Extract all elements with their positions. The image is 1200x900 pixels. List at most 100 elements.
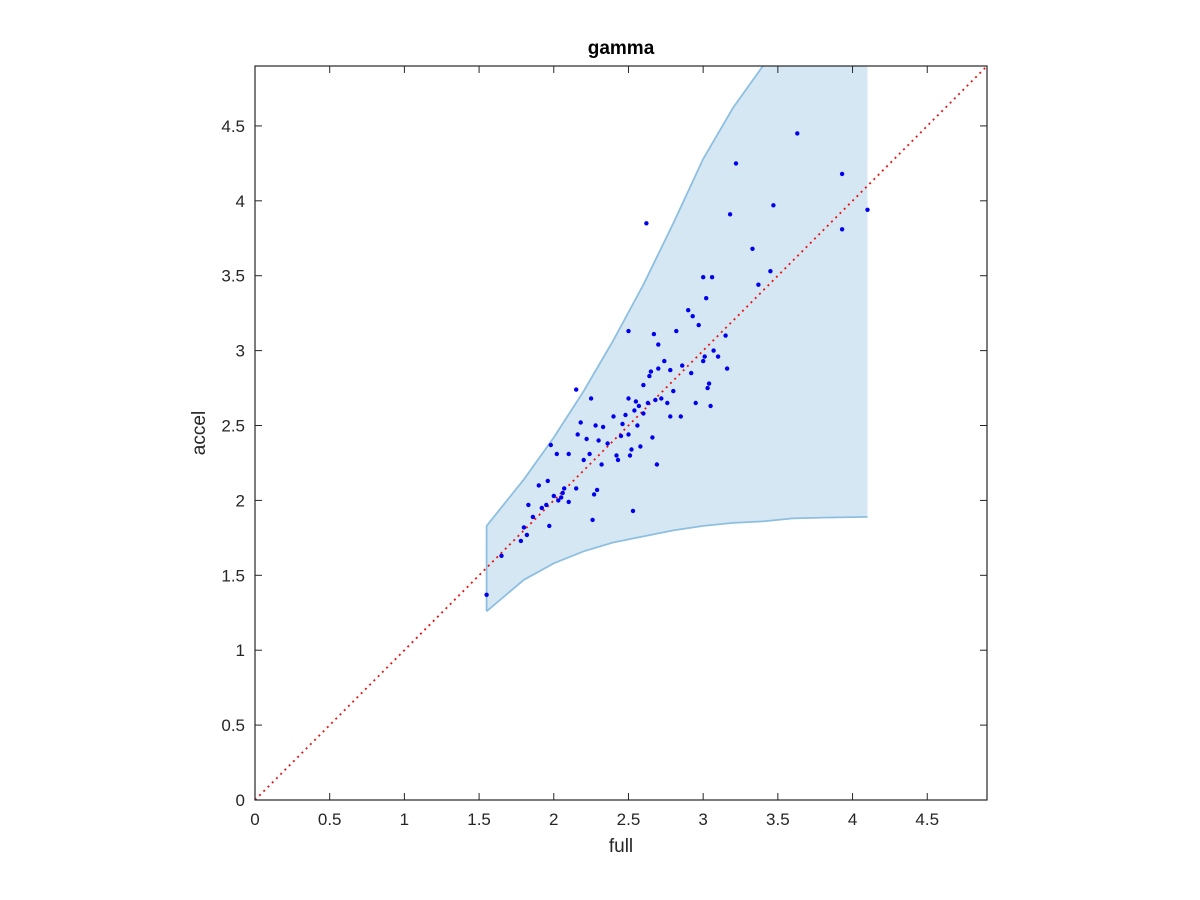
data-point — [547, 523, 552, 529]
data-point — [618, 433, 624, 439]
prediction-band — [486, 66, 868, 612]
data-point — [696, 322, 701, 328]
data-point — [635, 423, 640, 428]
data-point — [587, 451, 592, 457]
data-point — [518, 538, 524, 544]
data-point — [605, 441, 610, 446]
data-point — [701, 358, 706, 364]
data-point — [653, 397, 658, 403]
data-point — [727, 212, 733, 217]
chart-title: gamma — [588, 38, 655, 59]
data-point — [636, 403, 642, 409]
band-upper-edge — [485, 65, 764, 612]
data-point — [693, 400, 698, 406]
y-tick-label: 3.5 — [221, 267, 245, 286]
data-point — [548, 442, 553, 448]
x-tick-label: 1.5 — [467, 810, 491, 829]
data-point — [650, 435, 655, 440]
data-point — [671, 388, 676, 394]
data-point — [591, 492, 597, 497]
y-tick-label: 2.5 — [221, 417, 245, 436]
data-point — [709, 275, 715, 280]
data-point — [705, 385, 710, 391]
data-point — [674, 328, 679, 334]
data-point — [645, 400, 651, 406]
data-point — [656, 342, 661, 347]
data-point — [484, 592, 489, 597]
y-tick-label: 0.5 — [221, 716, 245, 735]
x-tick-label: 2 — [549, 810, 558, 829]
data-point — [630, 508, 636, 514]
x-axis-label: full — [609, 836, 633, 857]
data-point — [623, 412, 628, 418]
data-point — [600, 424, 606, 430]
data-point — [662, 358, 667, 364]
data-points — [484, 131, 870, 597]
x-tick-label: 0.5 — [318, 810, 342, 829]
y-axis-label: accel — [189, 411, 210, 455]
data-point — [668, 414, 673, 419]
y-tick-label: 4.5 — [221, 117, 245, 136]
data-point — [733, 161, 739, 166]
data-point — [865, 207, 870, 212]
data-point — [686, 308, 691, 313]
data-point — [701, 275, 706, 280]
data-point — [539, 505, 544, 511]
data-point — [668, 367, 673, 373]
data-point — [544, 502, 549, 508]
data-point — [614, 453, 619, 458]
data-point — [574, 387, 579, 392]
data-point — [499, 553, 504, 558]
data-point — [566, 499, 571, 505]
data-point — [632, 408, 637, 413]
data-point — [578, 420, 583, 425]
data-point — [554, 451, 559, 457]
x-tick-label: 3 — [698, 810, 707, 829]
data-point — [708, 403, 713, 409]
data-point — [665, 400, 670, 406]
x-tick-label: 1 — [400, 810, 409, 829]
x-axis-ticks: 0 0.5 1 1.5 2 2.5 3 3.5 4 4.5 — [250, 66, 939, 829]
y-tick-label: 1 — [236, 641, 245, 660]
data-point — [626, 432, 631, 437]
data-point — [545, 478, 550, 484]
band-lower-edge — [486, 516, 868, 612]
data-point — [839, 171, 845, 177]
y-tick-label: 3 — [236, 342, 245, 361]
data-point — [768, 269, 773, 274]
data-point — [750, 246, 755, 251]
data-point — [724, 366, 730, 371]
data-point — [596, 438, 601, 443]
data-point — [723, 333, 728, 338]
data-point — [647, 373, 652, 379]
data-point — [551, 493, 556, 499]
data-point — [560, 490, 565, 496]
data-point — [633, 399, 639, 404]
data-point — [524, 532, 530, 538]
data-point — [530, 514, 536, 520]
data-point — [771, 203, 776, 208]
y-axis-ticks: 0 0.5 1 1.5 2 2.5 3 3.5 4 4.5 — [221, 117, 987, 810]
data-point — [562, 486, 567, 491]
data-point — [620, 421, 625, 427]
data-point — [615, 457, 621, 463]
data-point — [756, 282, 761, 287]
data-point — [588, 396, 594, 401]
data-point — [654, 462, 660, 467]
data-point — [627, 453, 633, 458]
data-point — [566, 451, 571, 457]
data-point — [536, 483, 541, 488]
data-point — [702, 354, 707, 359]
data-point — [521, 525, 527, 530]
x-tick-label: 3.5 — [766, 810, 790, 829]
data-point — [680, 363, 685, 368]
data-point — [594, 487, 600, 493]
data-point — [575, 432, 580, 437]
data-point — [678, 414, 683, 419]
data-point — [626, 328, 631, 334]
x-tick-label: 0 — [250, 810, 259, 829]
data-point — [659, 396, 664, 401]
data-point — [795, 131, 800, 136]
data-point — [526, 502, 531, 508]
data-point — [715, 354, 721, 359]
